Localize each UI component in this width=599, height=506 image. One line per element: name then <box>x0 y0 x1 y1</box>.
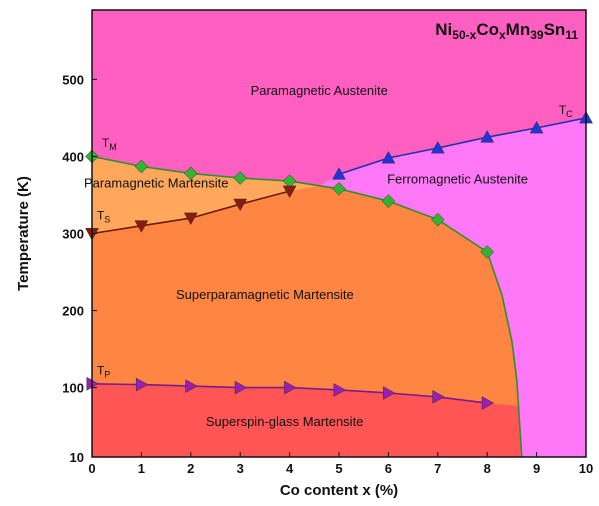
y-tick-label-300: 300 <box>62 227 84 242</box>
marker-tp-1 <box>135 377 149 392</box>
marker-ts-3 <box>233 198 248 212</box>
marker-tc-2 <box>430 140 445 154</box>
marker-tp-7 <box>432 389 445 404</box>
x-tick-label-7: 7 <box>434 461 441 476</box>
marker-tp-6 <box>382 386 396 400</box>
x-tick-label-3: 3 <box>237 461 244 476</box>
curve-label-tp: TP <box>97 364 110 380</box>
x-tick-label-4: 4 <box>286 461 294 476</box>
x-axis-title: Co content x (%) <box>280 482 398 499</box>
marker-tm-7 <box>430 212 445 227</box>
y-tick-label-400: 400 <box>62 149 84 164</box>
y-tick-label-100: 100 <box>62 381 84 396</box>
marker-tm-2 <box>183 166 198 181</box>
marker-tm-5 <box>332 181 346 196</box>
region-labels: Paramagnetic Austenite Ferromagnetic Aust… <box>84 83 573 429</box>
y-tick-label-500: 500 <box>62 72 84 87</box>
line-martensite-boundary <box>486 251 523 457</box>
marker-tc-0 <box>332 167 346 180</box>
phase-regions <box>92 10 586 457</box>
marker-ts-4 <box>282 185 297 199</box>
marker-tm-1 <box>134 159 149 174</box>
y-axis-title: Temperature (K) <box>15 176 32 291</box>
chart-title: Ni50-xCoxMn39Sn11 <box>435 20 578 42</box>
x-tick-label-5: 5 <box>335 461 342 476</box>
marker-tp-8 <box>481 396 495 410</box>
x-tick-label-10: 10 <box>579 461 593 476</box>
marker-tp-4 <box>284 380 297 395</box>
marker-tm-8 <box>480 245 495 259</box>
x-tick-label-0: 0 <box>88 461 95 476</box>
curve-label-ts: TS <box>97 209 110 225</box>
region-superspin-glass-martensite <box>92 383 522 457</box>
label-superspin-glass-martensite: Superspin-glass Martensite <box>206 414 364 429</box>
label-ferromagnetic-austenite: Ferromagnetic Austenite <box>387 171 528 186</box>
marker-tc-4 <box>529 120 544 134</box>
curve-label-tm: TM <box>102 136 117 152</box>
label-paramagnetic-martensite: Paramagnetic Martensite <box>84 175 229 190</box>
x-tick-label-6: 6 <box>385 461 392 476</box>
curve-label-tc: TC <box>559 103 573 119</box>
region-ferromagnetic-austenite <box>319 117 586 457</box>
marker-ts-2 <box>183 212 198 226</box>
label-superparamagnetic-martensite: Superparamagnetic Martensite <box>176 287 354 302</box>
x-tick-label-8: 8 <box>484 461 491 476</box>
marker-tm-3 <box>233 171 248 185</box>
line-tc <box>338 117 586 175</box>
y-tick-label-10: 10 <box>70 450 84 465</box>
marker-tp-5 <box>333 383 347 397</box>
label-paramagnetic-austenite: Paramagnetic Austenite <box>251 83 388 98</box>
marker-tp-2 <box>185 379 198 394</box>
marker-ts-1 <box>134 220 149 233</box>
marker-tc-1 <box>381 150 396 164</box>
axes: 0 1 2 3 4 5 6 7 8 9 10 10 100 200 300 400 500 Co content … <box>15 72 593 499</box>
x-tick-label-1: 1 <box>138 461 145 476</box>
marker-tc-3 <box>480 130 495 143</box>
x-tick-label-9: 9 <box>533 461 540 476</box>
y-tick-label-200: 200 <box>62 304 84 319</box>
marker-tm-6 <box>381 194 396 208</box>
x-tick-label-2: 2 <box>187 461 194 476</box>
marker-tp-3 <box>234 380 248 395</box>
